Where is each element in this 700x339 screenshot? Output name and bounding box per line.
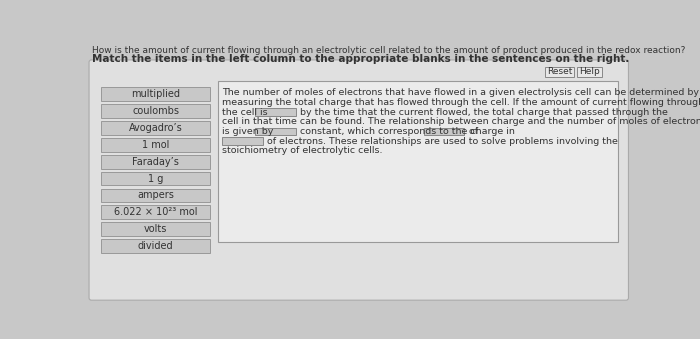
Text: 6.022 × 10²³ mol: 6.022 × 10²³ mol bbox=[114, 207, 197, 217]
Bar bbox=[102, 104, 210, 118]
Bar bbox=[102, 239, 210, 253]
Text: cell in that time can be found. The relationship between charge and the number o: cell in that time can be found. The rela… bbox=[223, 117, 700, 126]
Text: is given by: is given by bbox=[223, 127, 276, 136]
Bar bbox=[545, 67, 574, 77]
Text: of electrons. These relationships are used to solve problems involving the: of electrons. These relationships are us… bbox=[264, 137, 618, 145]
Text: Reset: Reset bbox=[547, 67, 572, 76]
Bar bbox=[102, 155, 210, 168]
Text: stoichiometry of electrolytic cells.: stoichiometry of electrolytic cells. bbox=[223, 146, 383, 155]
Text: divided: divided bbox=[138, 241, 174, 251]
Text: Match the items in the left column to the appropriate blanks in the sentences on: Match the items in the left column to th… bbox=[92, 54, 629, 64]
Text: by the time that the current flowed, the total charge that passed through the: by the time that the current flowed, the… bbox=[298, 108, 668, 117]
Text: measuring the total charge that has flowed through the cell. If the amount of cu: measuring the total charge that has flow… bbox=[223, 98, 700, 107]
Text: coulombs: coulombs bbox=[132, 106, 179, 116]
Text: The number of moles of electrons that have flowed in a given electrolysis cell c: The number of moles of electrons that ha… bbox=[223, 88, 699, 97]
Text: How is the amount of current flowing through an electrolytic cell related to the: How is the amount of current flowing thr… bbox=[92, 46, 685, 55]
Bar bbox=[102, 222, 210, 236]
Bar bbox=[102, 121, 210, 135]
Bar bbox=[218, 81, 617, 242]
Bar bbox=[102, 188, 210, 202]
Text: ampers: ampers bbox=[137, 191, 174, 200]
Bar bbox=[102, 172, 210, 185]
Bar bbox=[102, 138, 210, 152]
Text: volts: volts bbox=[144, 224, 167, 234]
Text: the cell is: the cell is bbox=[223, 108, 271, 117]
Bar bbox=[578, 67, 602, 77]
Bar bbox=[223, 137, 262, 145]
Text: of: of bbox=[466, 127, 477, 136]
Bar bbox=[102, 87, 210, 101]
Text: 1 g: 1 g bbox=[148, 174, 163, 183]
Text: Faraday’s: Faraday’s bbox=[132, 157, 179, 166]
Text: multiplied: multiplied bbox=[131, 89, 180, 99]
FancyBboxPatch shape bbox=[89, 60, 629, 300]
Bar bbox=[256, 128, 295, 135]
Text: Avogadro’s: Avogadro’s bbox=[129, 123, 183, 133]
Bar bbox=[424, 128, 464, 135]
Text: Help: Help bbox=[580, 67, 600, 76]
Bar bbox=[102, 205, 210, 219]
Bar bbox=[256, 108, 295, 116]
Text: constant, which corresponds to the charge in: constant, which corresponds to the charg… bbox=[298, 127, 518, 136]
Text: 1 mol: 1 mol bbox=[142, 140, 169, 149]
